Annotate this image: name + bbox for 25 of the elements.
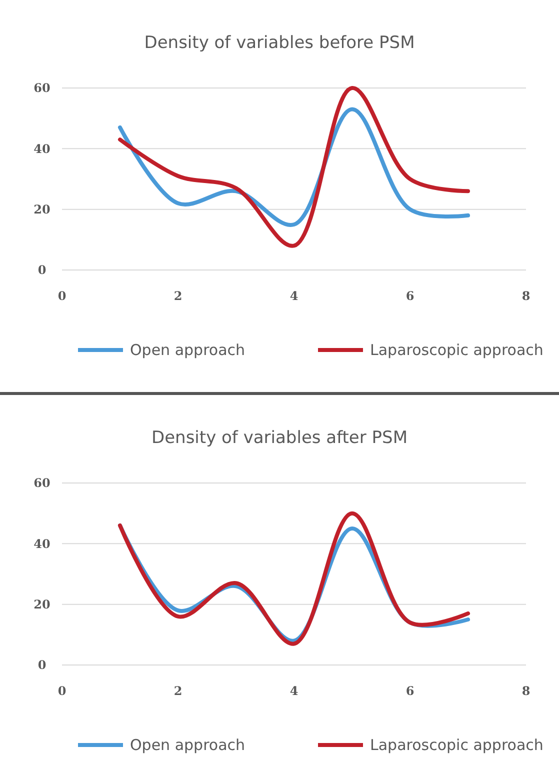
- x-tick-label: 8: [522, 684, 530, 698]
- y-tick-label: 20: [34, 598, 50, 612]
- y-tick-label: 40: [34, 142, 50, 156]
- y-tick-label: 0: [38, 658, 46, 672]
- legend-label: Laparoscopic approach: [370, 736, 544, 754]
- y-tick-label: 40: [34, 536, 50, 551]
- legend-label: Open approach: [130, 341, 246, 359]
- x-tick-label: 6: [406, 684, 414, 698]
- chart-title: Density of variables after PSM: [152, 428, 408, 448]
- x-tick-label: 2: [174, 684, 182, 698]
- y-tick-label: 60: [34, 81, 50, 96]
- legend-label: Open approach: [130, 736, 246, 754]
- x-tick-label: 0: [58, 289, 66, 303]
- chart-title: Density of variables before PSM: [144, 33, 415, 53]
- legend-label: Laparoscopic approach: [370, 341, 544, 359]
- x-tick-label: 6: [406, 289, 414, 303]
- x-tick-label: 0: [58, 684, 66, 698]
- y-tick-label: 0: [38, 263, 46, 278]
- x-tick-label: 4: [290, 289, 298, 303]
- y-tick-label: 60: [34, 476, 50, 490]
- line-series: [118, 86, 470, 248]
- x-tick-label: 2: [174, 289, 182, 303]
- y-tick-label: 20: [34, 202, 50, 217]
- x-tick-label: 8: [522, 289, 530, 303]
- x-tick-label: 4: [290, 684, 298, 698]
